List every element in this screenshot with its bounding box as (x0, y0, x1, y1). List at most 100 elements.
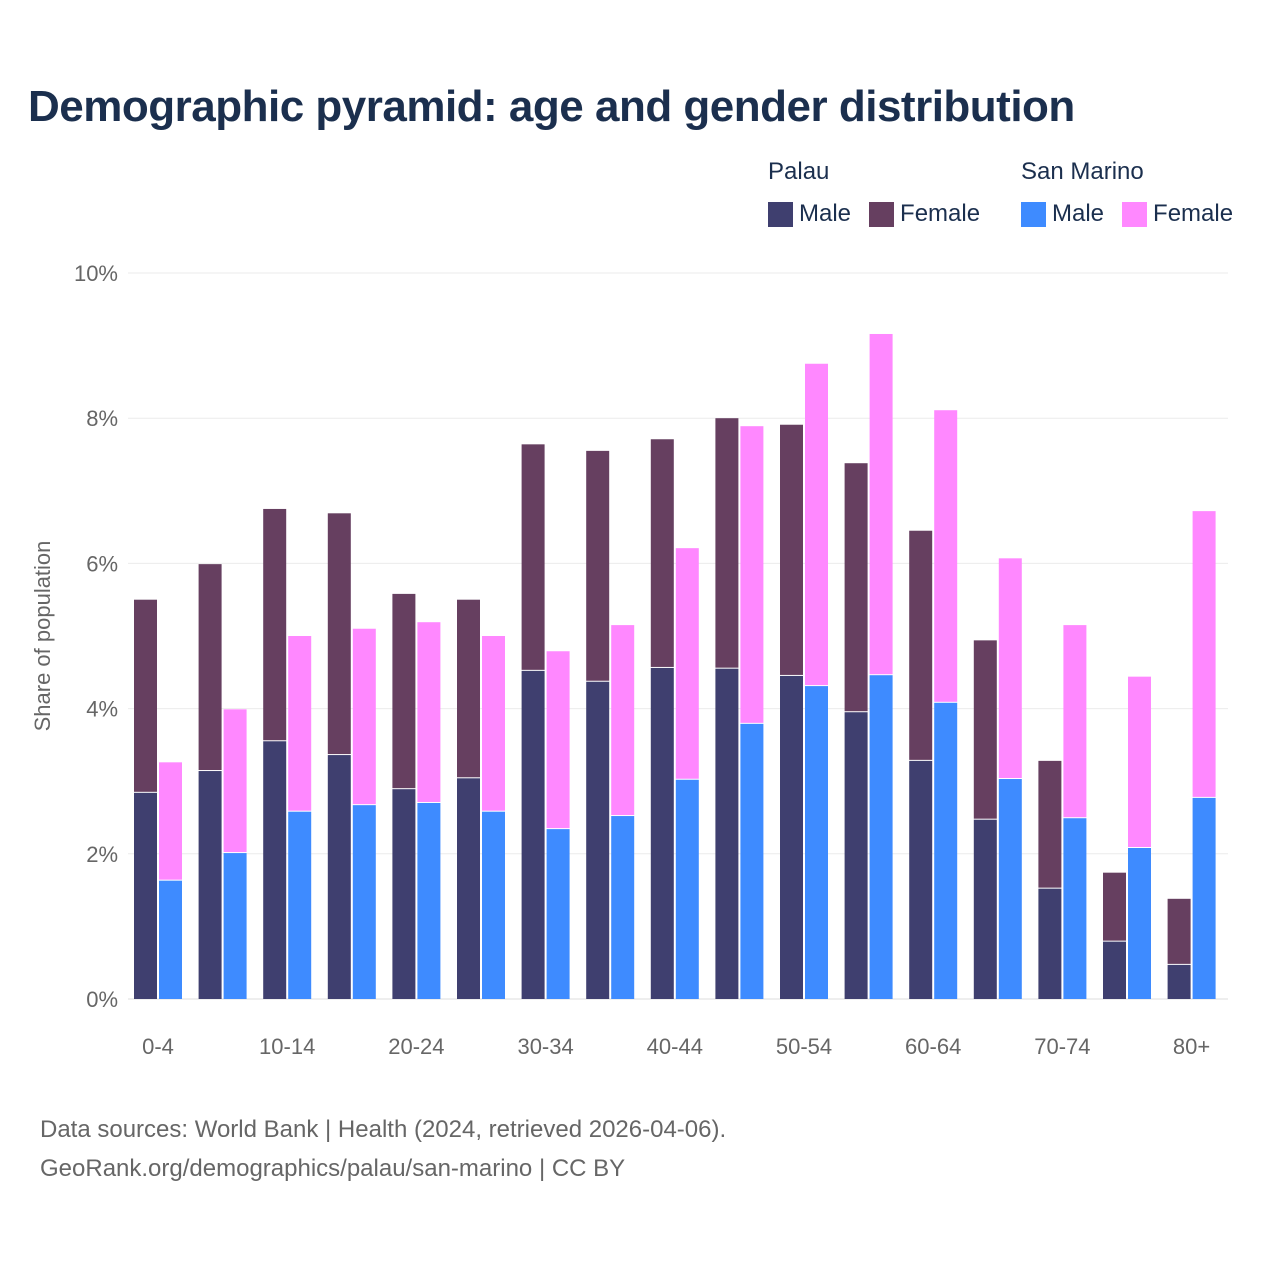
bar-san-marino-male (998, 779, 1022, 999)
y-tick-label: 4% (86, 697, 118, 722)
legend-label: Female (900, 200, 981, 227)
bar-palau-female (780, 424, 803, 675)
bar-palau-male (392, 789, 416, 999)
bar-palau-male (521, 670, 545, 999)
bar-palau-female (909, 530, 933, 760)
bar-palau-male (263, 741, 287, 999)
bar-san-marino-female (352, 628, 376, 805)
legend-item[interactable]: Male (1021, 200, 1104, 228)
bar-palau-female (650, 439, 674, 667)
footer-credit: GeoRank.org/demographics/palau/san-marin… (40, 1155, 626, 1182)
legend-country: San Marino (1021, 158, 1144, 185)
legend-swatch (1122, 201, 1148, 227)
legend-swatch (869, 201, 895, 227)
bar-palau-male (198, 771, 222, 999)
y-tick-label: 10% (74, 261, 118, 286)
y-tick-label: 2% (86, 842, 118, 867)
bar-palau-male (457, 778, 480, 999)
x-tick-label: 40-44 (647, 1034, 703, 1059)
bar-palau-female (198, 564, 222, 771)
legend-swatch (768, 201, 793, 227)
x-tick-label: 80+ (1173, 1034, 1210, 1059)
bar-san-marino-male (482, 811, 505, 999)
y-tick-label: 8% (86, 406, 118, 431)
bar-san-marino-male (1128, 847, 1151, 999)
legend-country: Palau (768, 158, 830, 185)
bar-palau-male (586, 681, 610, 999)
y-tick-label: 0% (86, 987, 118, 1012)
bar-san-marino-female (998, 558, 1022, 779)
bar-san-marino-female (675, 548, 699, 779)
x-tick-label: 50-54 (776, 1034, 832, 1059)
bar-palau-female (134, 599, 157, 792)
bar-san-marino-male (805, 686, 828, 999)
y-axis-label: Share of population (30, 541, 55, 732)
legend-swatch (1021, 201, 1046, 227)
bar-san-marino-male (352, 805, 376, 999)
bar-san-marino-male (159, 880, 182, 999)
bar-palau-male (715, 668, 739, 999)
bar-san-marino-female (934, 410, 958, 702)
bar-san-marino-female (869, 333, 893, 675)
bar-san-marino-female (288, 636, 312, 811)
footer-source: Data sources: World Bank | Health (2024,… (40, 1116, 727, 1143)
bar-san-marino-male (611, 816, 635, 999)
x-tick-label: 0-4 (142, 1034, 174, 1059)
bar-san-marino-female (805, 363, 828, 686)
bar-san-marino-male (675, 779, 699, 999)
bar-san-marino-female (482, 636, 505, 811)
bar-palau-female (844, 463, 868, 712)
bar-san-marino-female (611, 625, 635, 816)
bar-palau-male (973, 819, 997, 999)
bar-san-marino-male (1192, 797, 1216, 999)
bar-palau-female (1038, 760, 1062, 888)
bar-san-marino-female (1192, 511, 1216, 797)
bar-palau-female (1103, 872, 1126, 941)
x-tick-label: 20-24 (388, 1034, 444, 1059)
legend-label: Male (799, 200, 852, 227)
x-tick-label: 60-64 (905, 1034, 961, 1059)
bar-palau-female (457, 599, 480, 778)
bar-palau-female (521, 444, 545, 670)
legend-item[interactable]: Female (1122, 200, 1233, 228)
legend-item[interactable]: Female (869, 200, 980, 228)
legend-item[interactable]: Male (768, 200, 851, 228)
bar-san-marino-female (1063, 625, 1087, 818)
bar-palau-male (650, 667, 674, 999)
bar-palau-male (134, 792, 157, 999)
x-tick-label: 10-14 (259, 1034, 315, 1059)
bar-san-marino-male (417, 802, 441, 999)
bar-san-marino-male (288, 811, 312, 999)
bar-san-marino-female (417, 622, 441, 802)
bar-san-marino-female (223, 709, 247, 853)
legend-label: Female (1153, 200, 1234, 227)
x-tick-label: 30-34 (517, 1034, 573, 1059)
bar-palau-male (780, 675, 803, 999)
y-tick-label: 6% (86, 551, 118, 576)
bar-palau-female (715, 418, 739, 668)
bar-san-marino-male (869, 675, 893, 999)
chart-title: Demographic pyramid: age and gender dist… (28, 82, 1075, 131)
bar-palau-male (1167, 964, 1191, 999)
bar-palau-male (844, 712, 868, 999)
bar-palau-male (1103, 941, 1126, 999)
bar-san-marino-male (546, 829, 570, 999)
bar-palau-female (1167, 898, 1191, 964)
bar-san-marino-male (223, 853, 247, 999)
bar-palau-female (586, 450, 610, 681)
bar-san-marino-male (1063, 818, 1087, 999)
bar-san-marino-female (1128, 676, 1151, 847)
legend-san-marino: San Marino Male Female (1021, 158, 1233, 228)
bar-palau-female (263, 508, 287, 741)
bar-san-marino-male (740, 723, 764, 999)
bar-san-marino-female (159, 762, 182, 880)
bar-san-marino-female (546, 651, 570, 829)
bar-palau-female (327, 513, 351, 755)
bar-san-marino-female (740, 426, 764, 723)
x-tick-label: 70-74 (1034, 1034, 1090, 1059)
bar-palau-female (392, 593, 416, 789)
bar-palau-male (327, 755, 351, 999)
bar-palau-male (909, 760, 933, 999)
legend-label: Male (1052, 200, 1105, 227)
